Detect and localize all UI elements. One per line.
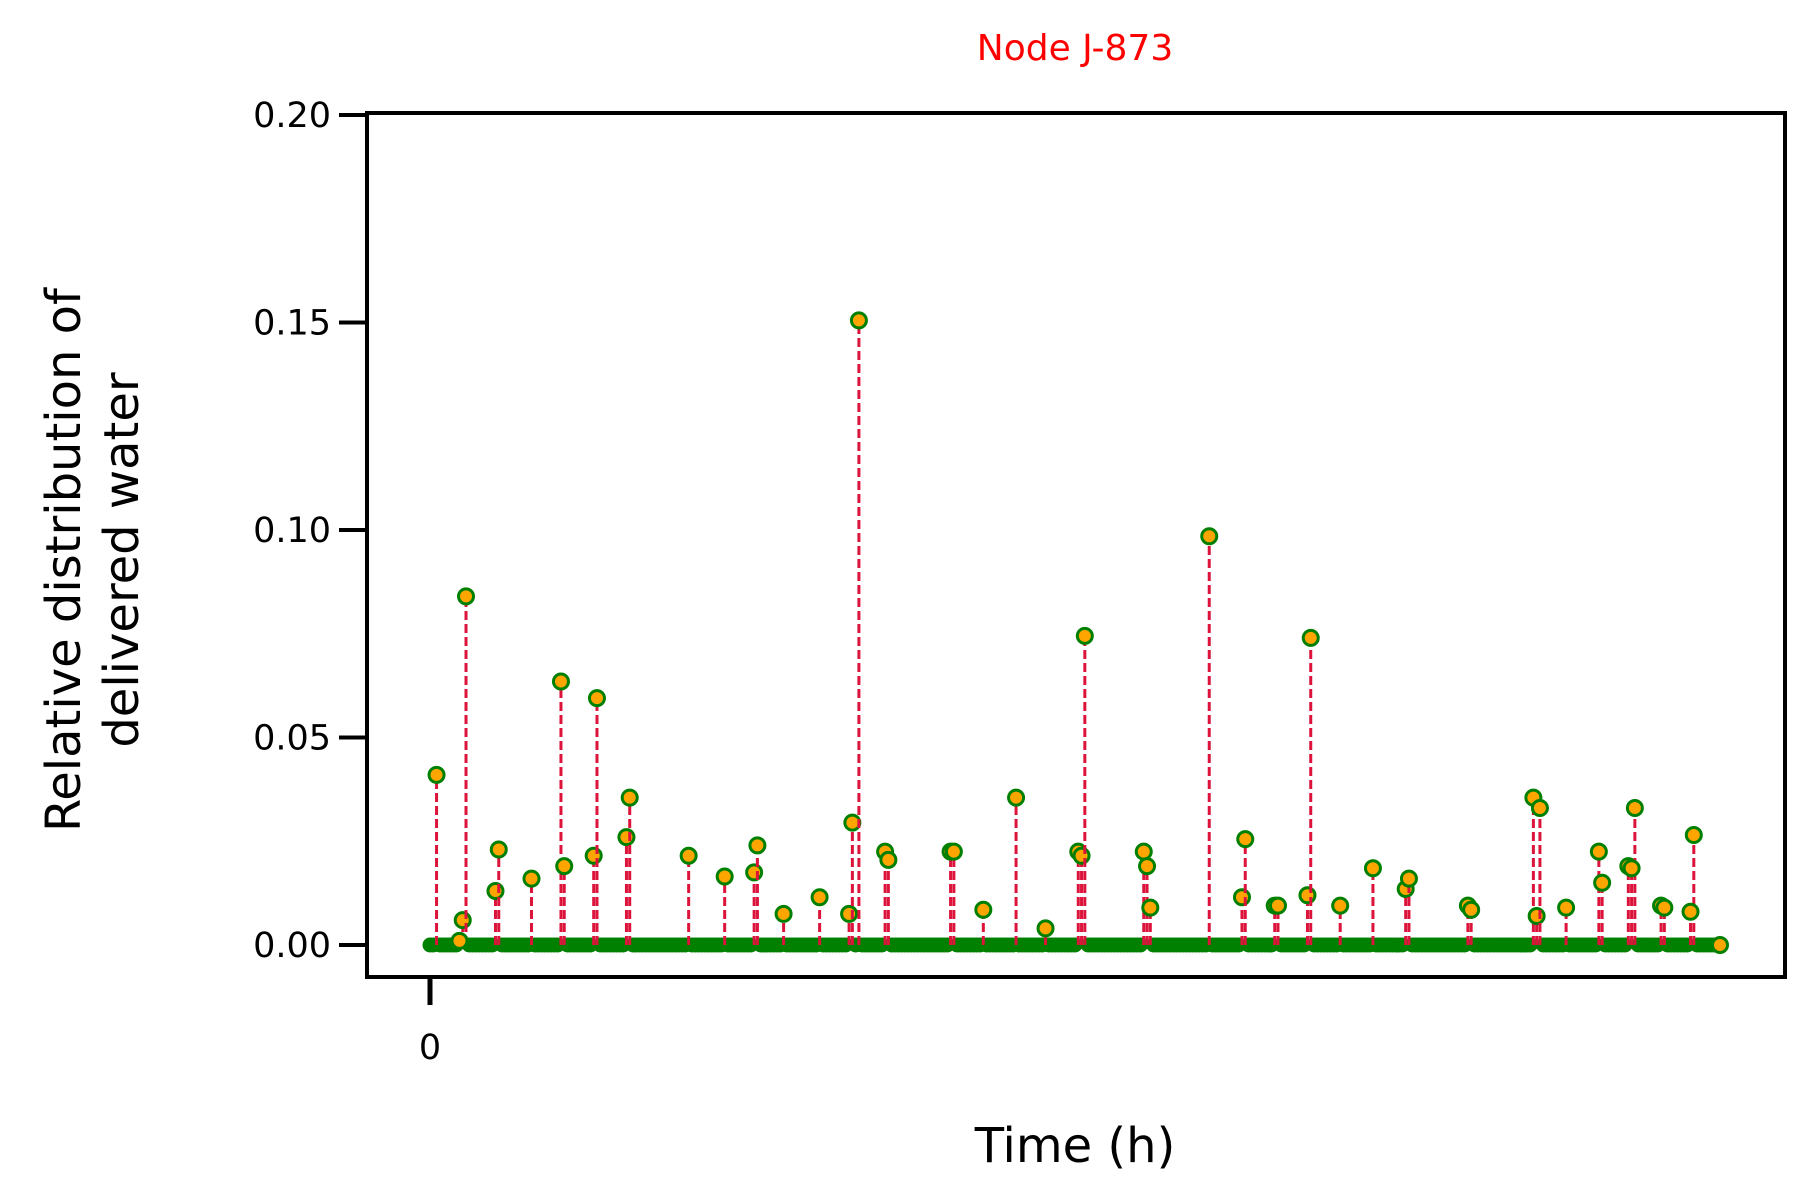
data-point bbox=[1036, 919, 1055, 938]
data-point bbox=[715, 867, 734, 886]
data-point bbox=[587, 689, 606, 708]
data-point bbox=[745, 863, 764, 882]
data-point bbox=[840, 904, 859, 923]
data-point bbox=[1141, 898, 1160, 917]
data-point bbox=[1462, 900, 1481, 919]
data-point bbox=[1138, 857, 1157, 876]
data-point bbox=[748, 836, 767, 855]
data-point bbox=[522, 869, 541, 888]
data-point bbox=[427, 765, 446, 784]
data-point bbox=[1134, 842, 1153, 861]
x-axis-label: Time (h) bbox=[974, 1118, 1176, 1174]
data-point bbox=[1236, 830, 1255, 849]
data-point bbox=[1075, 626, 1094, 645]
data-point bbox=[1530, 799, 1549, 818]
data-point bbox=[1301, 628, 1320, 647]
y-tick-label: 0.05 bbox=[253, 719, 331, 759]
y-axis-label-line-2: delivered water bbox=[94, 372, 150, 748]
chart-title: Node J-873 bbox=[977, 28, 1173, 69]
data-point bbox=[679, 846, 698, 865]
y-tick-label: 0.20 bbox=[253, 96, 331, 136]
data-point bbox=[1268, 896, 1287, 915]
data-point bbox=[1622, 859, 1641, 878]
data-point bbox=[453, 911, 472, 930]
data-point bbox=[1589, 842, 1608, 861]
data-point bbox=[879, 850, 898, 869]
data-point bbox=[974, 900, 993, 919]
data-point bbox=[810, 888, 829, 907]
data-point bbox=[849, 311, 868, 330]
data-point bbox=[1331, 896, 1350, 915]
plot-area bbox=[422, 311, 1729, 954]
y-tick-label: 0.00 bbox=[253, 926, 331, 966]
data-point bbox=[1298, 886, 1317, 905]
data-point bbox=[1232, 888, 1251, 907]
y-tick-label: 0.10 bbox=[253, 511, 331, 551]
data-point bbox=[555, 857, 574, 876]
data-point bbox=[1557, 898, 1576, 917]
data-point bbox=[1072, 846, 1091, 865]
data-point bbox=[1681, 902, 1700, 921]
data-point bbox=[1655, 898, 1674, 917]
data-point bbox=[457, 587, 476, 606]
data-point bbox=[1684, 826, 1703, 845]
data-point bbox=[774, 904, 793, 923]
data-point bbox=[1200, 527, 1219, 546]
y-axis-label: Relative distribution of delivered water bbox=[36, 287, 150, 832]
data-point bbox=[450, 931, 469, 950]
data-point bbox=[1711, 936, 1729, 954]
y-tick-label: 0.15 bbox=[253, 304, 331, 344]
data-point bbox=[489, 840, 508, 859]
y-axis-label-line-1: Relative distribution of bbox=[36, 287, 92, 832]
data-point bbox=[1007, 788, 1026, 807]
x-tick-label: 0 bbox=[419, 1028, 441, 1068]
data-point bbox=[944, 842, 963, 861]
data-point bbox=[1593, 873, 1612, 892]
data-point bbox=[584, 846, 603, 865]
data-point bbox=[620, 788, 639, 807]
data-point bbox=[1363, 859, 1382, 878]
data-point bbox=[617, 828, 636, 847]
data-point bbox=[1527, 906, 1546, 925]
data-point bbox=[1625, 799, 1644, 818]
ticks: 0.00 0.05 0.10 0.15 0.20 0 bbox=[253, 96, 441, 1068]
data-point bbox=[1399, 869, 1418, 888]
axes-frame bbox=[365, 111, 1787, 979]
data-point bbox=[486, 882, 505, 901]
data-point bbox=[551, 672, 570, 691]
